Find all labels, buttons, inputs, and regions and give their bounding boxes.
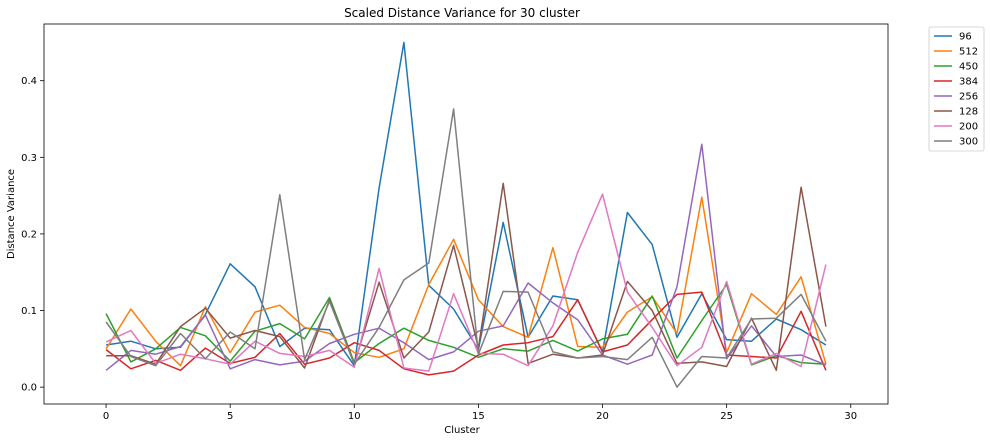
series-line-200: [105, 193, 827, 372]
series-line-256: [105, 143, 827, 371]
legend: 96 512 450 384 256 128 200 300: [928, 26, 985, 152]
series-line-128: [106, 182, 827, 372]
legend-frame: [928, 26, 985, 152]
legend-label: 96: [959, 32, 972, 43]
x-tick-label: 20: [596, 411, 609, 422]
series-line-512: [105, 196, 827, 367]
legend-label: 128: [959, 107, 978, 118]
legend-label: 256: [959, 92, 978, 103]
x-axis: 0 5 10 15 20 25 30: [103, 404, 857, 422]
series-line-450: [105, 283, 826, 366]
legend-label: 200: [959, 122, 978, 133]
y-tick-label: 0.3: [21, 153, 37, 164]
y-tick-label: 0.2: [21, 229, 37, 240]
x-tick-label: 15: [472, 411, 485, 422]
x-tick-label: 25: [720, 411, 733, 422]
y-axis-label: Distance Variance: [6, 169, 17, 259]
y-tick-label: 0.4: [21, 76, 37, 87]
x-tick-label: 5: [227, 411, 233, 422]
chart-title: Scaled Distance Variance for 30 cluster: [344, 6, 580, 20]
legend-label: 450: [959, 62, 978, 73]
x-tick-label: 10: [348, 411, 361, 422]
y-tick-label: 0.1: [21, 306, 37, 317]
x-tick-label: 0: [103, 411, 109, 422]
y-tick-label: 0.0: [21, 383, 37, 394]
series-lines: [105, 41, 827, 388]
legend-label: 384: [959, 77, 978, 88]
x-tick-label: 30: [844, 411, 857, 422]
legend-label: 300: [959, 137, 978, 148]
plot-frame: [43, 23, 889, 405]
legend-label: 512: [959, 47, 978, 58]
x-axis-label: Cluster: [444, 425, 480, 436]
series-line-300: [105, 108, 827, 388]
y-axis: 0.0 0.1 0.2 0.3 0.4: [21, 76, 44, 394]
